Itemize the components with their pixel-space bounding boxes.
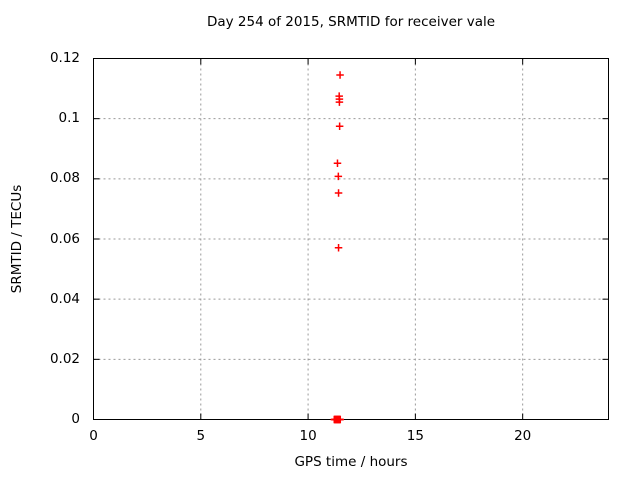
y-tick-label: 0.08: [49, 170, 80, 187]
data-point-marker: [335, 98, 344, 106]
data-point-marker: [334, 189, 343, 197]
y-tick-label: 0.06: [49, 230, 80, 247]
data-point-marker: [334, 172, 343, 181]
x-tick-label: 20: [514, 428, 532, 444]
x-tick-label: 10: [299, 428, 317, 444]
y-tick-label: 0.12: [49, 50, 80, 66]
x-tick-label: 0: [89, 428, 98, 444]
plot-border: [93, 58, 609, 420]
x-tick-label: 15: [406, 428, 424, 444]
chart-title: Day 254 of 2015, SRMTID for receiver val…: [206, 14, 496, 30]
data-point-marker: [336, 71, 344, 79]
y-tick-label: 0: [71, 411, 80, 427]
y-tick-label: 0.02: [49, 350, 80, 367]
data-point-marker: [334, 243, 343, 252]
data-point-marker: [333, 159, 342, 167]
data-point-marker: [336, 415, 345, 424]
y-tick-label: 0.04: [49, 290, 80, 307]
x-axis-title: GPS time / hours: [294, 454, 408, 470]
x-tick-label: 5: [196, 428, 206, 444]
y-tick-label: 0.1: [58, 110, 80, 127]
data-point-marker: [335, 122, 344, 130]
